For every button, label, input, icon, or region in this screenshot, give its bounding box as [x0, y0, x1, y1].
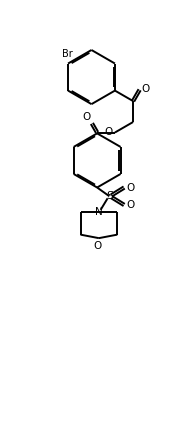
- Text: S: S: [106, 191, 113, 201]
- Text: O: O: [82, 112, 90, 121]
- Text: Br: Br: [62, 49, 73, 59]
- Text: O: O: [104, 127, 112, 137]
- Text: O: O: [126, 200, 134, 210]
- Text: O: O: [94, 241, 102, 251]
- Text: O: O: [142, 84, 150, 94]
- Text: O: O: [126, 183, 134, 193]
- Text: N: N: [95, 207, 103, 217]
